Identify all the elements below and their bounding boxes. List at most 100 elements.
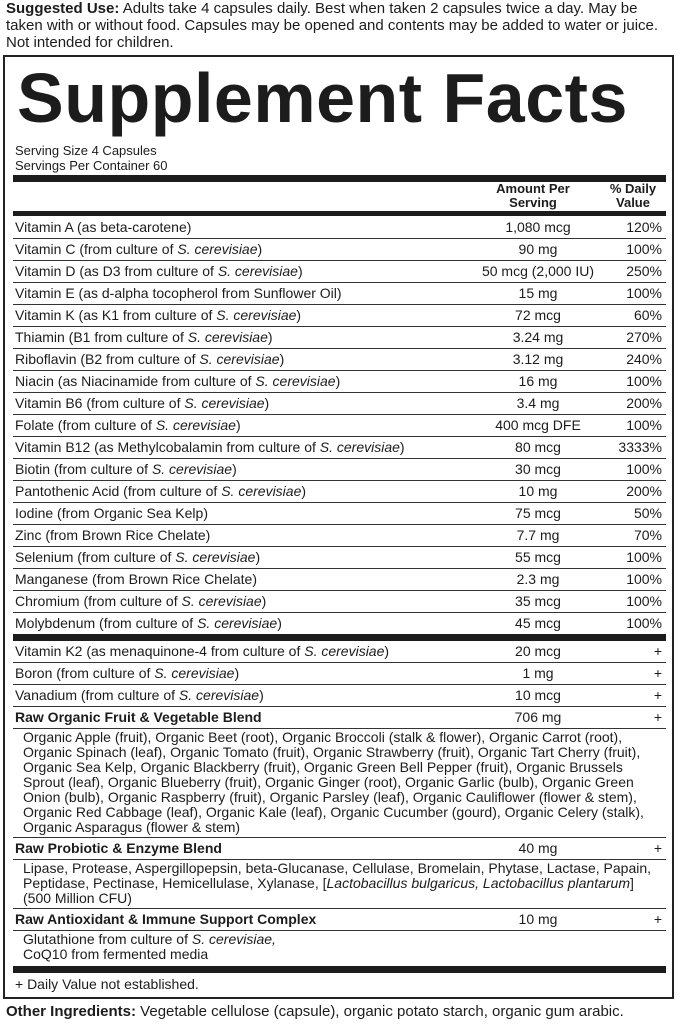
blend-ingredients-text: Glutathione from culture of [23, 931, 192, 947]
nutrient-name-suffix: ) [277, 615, 282, 631]
nutrient-row: Biotin (from culture of S. cerevisiae) 30… [13, 459, 666, 481]
suggested-use-text: Adults take 4 capsules daily. Best when … [6, 0, 659, 51]
nutrient-name: Folate (from culture of S. cerevisiae) [15, 415, 241, 436]
nutrient-name-text: Selenium (from culture of [15, 549, 176, 565]
blend-row: Raw Probiotic & Enzyme Blend 40 mg + [13, 838, 666, 860]
blend-amount: 40 mg [518, 840, 558, 856]
nutrient-name-suffix: ) [255, 549, 261, 565]
nutrient-row: Folate (from culture of S. cerevisiae) 40… [13, 415, 666, 437]
nutrient-source-italic: S. cerevisiae [154, 665, 235, 681]
nutrient-source-italic: S. cerevisiae [177, 241, 258, 257]
nutrient-name-text: Vitamin D (as D3 from culture of [15, 263, 218, 279]
blend-name: Raw Organic Fruit & Vegetable Blend [15, 709, 262, 725]
blend-daily-value: + [653, 840, 662, 856]
nutrient-row: Iodine (from Organic Sea Kelp) 75 mcg 50% [13, 503, 666, 525]
nutrient-daily-value: + [653, 687, 662, 703]
nutrient-row: Manganese (from Brown Rice Chelate) 2.3 m… [13, 569, 666, 591]
nutrient-row: Riboflavin (B2 from culture of S. cerevi… [13, 349, 666, 371]
nutrient-name: Niacin (as Niacinamide from culture of S… [15, 371, 340, 392]
nutrient-name-text: Molybdenum (from culture of [15, 615, 198, 631]
nutrient-amount: 3.24 mg [512, 329, 564, 345]
nutrient-name-suffix: ) [257, 241, 263, 257]
nutrient-row: Vitamin K2 (as menaquinone-4 from cultur… [13, 641, 666, 663]
nutrient-name: Biotin (from culture of S. cerevisiae) [15, 459, 237, 480]
nutrient-row: Chromium (from culture of S. cerevisiae)… [13, 591, 666, 613]
panel-title: Supplement Facts [17, 59, 628, 137]
nutrient-name: Thiamin (B1 from culture of S. cerevisia… [15, 327, 273, 348]
nutrient-daily-value: 100% [626, 571, 662, 587]
nutrient-amount: 20 mcg [515, 643, 561, 659]
nutrient-name-suffix: ) [335, 373, 341, 389]
blend-name: Raw Probiotic & Enzyme Blend [15, 840, 222, 856]
serving-info: Serving Size 4 Capsules Servings Per Con… [15, 143, 167, 173]
nutrient-row: Molybdenum (from culture of S. cerevisia… [13, 613, 666, 634]
nutrient-amount: 30 mcg [515, 461, 561, 477]
nutrient-amount: 16 mg [518, 373, 558, 389]
nutrient-row: Pantothenic Acid (from culture of S. cer… [13, 481, 666, 503]
nutrient-name-text: Boron (from culture of [15, 665, 155, 681]
antioxidant-line-2: CoQ10 from fermented media [23, 946, 209, 962]
nutrient-daily-value: 100% [626, 241, 662, 257]
nutrient-source-italic: S. cerevisiae [187, 329, 268, 345]
divider-thick [13, 966, 666, 973]
nutrient-name: Manganese (from Brown Rice Chelate) [15, 569, 257, 590]
nutrient-name: Pantothenic Acid (from culture of S. cer… [15, 481, 306, 502]
nutrient-daily-value: 100% [626, 461, 662, 477]
nutrient-name-text: Vitamin B6 (from culture of [15, 395, 185, 411]
nutrient-daily-value: 70% [633, 527, 662, 543]
blend-daily-value: + [653, 911, 662, 927]
nutrient-row: Vitamin K (as K1 from culture of S. cere… [13, 305, 666, 327]
nutrient-name-suffix: ) [297, 263, 303, 279]
nutrient-name: Riboflavin (B2 from culture of S. cerevi… [15, 349, 284, 370]
nutrient-name-suffix: ) [296, 307, 302, 323]
nutrient-name-suffix: ) [384, 643, 390, 659]
nutrient-row: Vitamin D (as D3 from culture of S. cere… [13, 261, 666, 283]
nutrient-name-text: Iodine (from Organic Sea Kelp) [15, 505, 208, 521]
nutrient-name-text: Vitamin E (as d-alpha tocopherol from Su… [15, 285, 342, 301]
nutrient-daily-value: 120% [626, 219, 662, 235]
nutrient-name-text: Niacin (as Niacinamide from culture of [15, 373, 256, 389]
serving-size: Serving Size 4 Capsules [15, 143, 157, 158]
nutrient-name: Vitamin K (as K1 from culture of S. cere… [15, 305, 301, 326]
nutrient-amount: 72 mcg [515, 307, 561, 323]
nutrient-row: Boron (from culture of S. cerevisiae) 1 m… [13, 663, 666, 685]
nutrient-source-italic: S. cerevisiae [217, 263, 298, 279]
nutrient-daily-value: 100% [626, 549, 662, 565]
nutrient-amount: 80 mcg [515, 439, 561, 455]
nutrient-name-text: Vitamin K (as K1 from culture of [15, 307, 217, 323]
nutrient-source-italic: S. cerevisiae [184, 395, 265, 411]
nutrient-amount: 75 mcg [515, 505, 561, 521]
blend-ingredients: Lipase, Protease, Aspergillopepsin, beta… [13, 860, 666, 909]
nutrient-table: Vitamin A (as beta-carotene) 1,080 mcg 120… [13, 217, 666, 995]
nutrient-name: Zinc (from Brown Rice Chelate) [15, 525, 210, 546]
blend-row: Raw Organic Fruit & Vegetable Blend 706 m… [13, 707, 666, 729]
nutrient-source-italic: S. cerevisiae [319, 439, 400, 455]
blend-ingredients-text: Lipase, Protease, Aspergillopepsin, beta… [23, 860, 652, 891]
nutrient-daily-value: + [653, 665, 662, 681]
nutrient-name: Molybdenum (from culture of S. cerevisia… [15, 613, 282, 634]
servings-per-container: Servings Per Container 60 [15, 158, 168, 173]
divider-header [13, 211, 666, 216]
nutrient-daily-value: 200% [626, 483, 662, 499]
blend-ingredients-text: Organic Apple (fruit), Organic Beet (roo… [23, 729, 644, 835]
nutrient-name: Selenium (from culture of S. cerevisiae) [15, 547, 260, 568]
nutrient-amount: 10 mg [518, 483, 558, 499]
nutrient-source-italic: S. cerevisiae [255, 373, 336, 389]
nutrient-amount: 400 mcg DFE [495, 417, 581, 433]
nutrient-name: Boron (from culture of S. cerevisiae) [15, 663, 239, 684]
nutrient-amount: 90 mg [518, 241, 558, 257]
nutrient-name-text: Vitamin K2 (as menaquinone-4 from cultur… [15, 643, 305, 659]
blend-amount: 10 mg [518, 911, 558, 927]
nutrient-name-text: Manganese (from Brown Rice Chelate) [15, 571, 257, 587]
nutrient-name: Vitamin D (as D3 from culture of S. cere… [15, 261, 303, 282]
nutrient-source-italic: S. cerevisiae [181, 593, 262, 609]
nutrient-amount: 2.3 mg [516, 571, 560, 587]
nutrient-name-suffix: ) [267, 329, 273, 345]
nutrient-row: Zinc (from Brown Rice Chelate) 7.7 mg 70% [13, 525, 666, 547]
nutrient-name: Vitamin B6 (from culture of S. cerevisia… [15, 393, 269, 414]
blend-amount: 706 mg [514, 709, 562, 725]
nutrient-amount: 1,080 mcg [505, 219, 571, 235]
nutrient-source-italic: S. cerevisiae [175, 549, 256, 565]
nutrient-name-text: Chromium (from culture of [15, 593, 182, 609]
nutrient-name-text: Vanadium (from culture of [15, 687, 179, 703]
